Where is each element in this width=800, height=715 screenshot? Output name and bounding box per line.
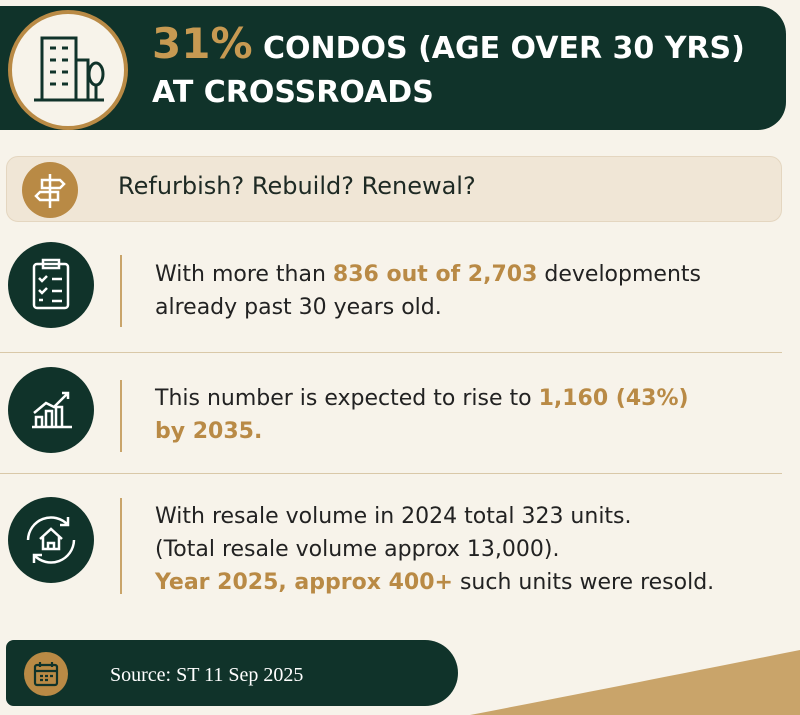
banner [6,156,782,222]
text: With resale volume in 2024 total 323 uni… [155,504,632,529]
header-icon [8,10,128,130]
highlight: 836 out of 2,703 [332,262,538,287]
text: already past 30 years old. [155,295,442,320]
highlight: 1,160 (43%) [538,386,689,411]
item-icon [8,497,94,583]
highlight: 31% [152,19,253,68]
highlight: Year 2025, approx 400+ [155,570,453,595]
footer [6,640,458,706]
separator [120,255,122,327]
header-title: 31% CONDOS (AGE OVER 30 YRS) AT CROSSROAD… [152,22,745,115]
text: developments [537,262,701,287]
highlight: by 2035. [155,419,263,444]
text: (Total resale volume approx 13,000). [155,537,560,562]
text: This number is expected to rise to [155,386,539,411]
item-icon [8,367,94,453]
title: CONDOS (AGE OVER 30 YRS) [262,31,745,66]
text: With more than [155,262,333,287]
item-text: This number is expected to rise to 1,160… [155,382,689,448]
banner-text: Refurbish? Rebuild? Renewal? [118,172,476,200]
title: AT CROSSROADS [152,75,434,110]
item-text: With resale volume in 2024 total 323 uni… [155,500,714,599]
text: such units were resold. [452,570,715,595]
separator [120,380,122,452]
item-icon [8,242,94,328]
divider [0,473,782,474]
source: Source: ST 11 Sep 2025 [110,664,304,686]
separator [120,498,122,594]
item-text: With more than 836 out of 2,703 developm… [155,258,701,324]
footer-icon [24,652,68,696]
header [0,6,786,130]
divider [0,352,782,353]
banner-icon [22,162,78,218]
